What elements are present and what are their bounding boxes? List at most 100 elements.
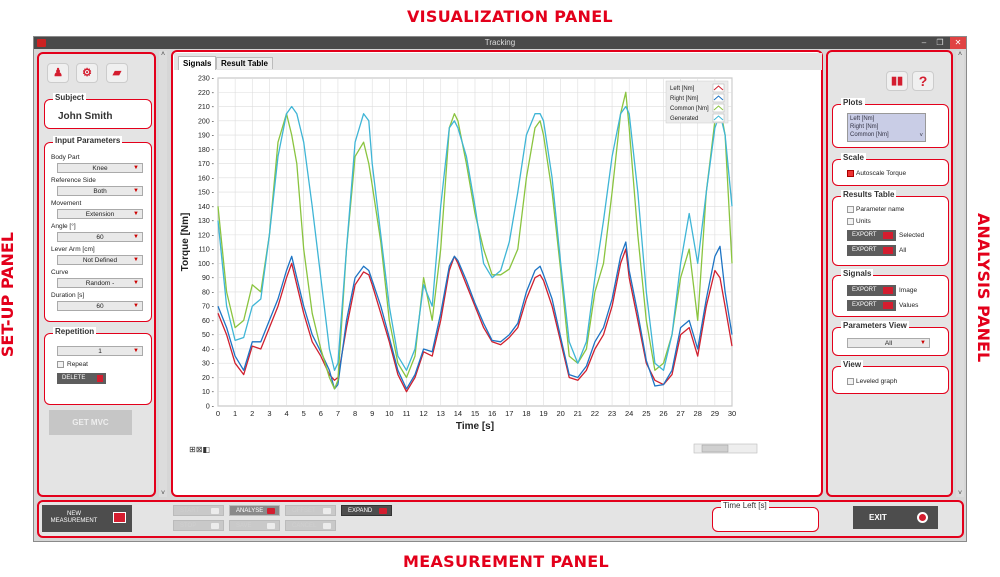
scroll-down-icon[interactable]: ˅	[957, 490, 963, 497]
legend-swatch	[712, 103, 725, 113]
close-icon[interactable]: ✕	[950, 37, 966, 49]
parameters-view-select[interactable]: All ▼	[847, 338, 930, 348]
get-mvc-button[interactable]: GET MVC	[49, 410, 132, 435]
export-label: EXPORT	[852, 302, 877, 308]
analyse-button[interactable]: ANALYSE	[229, 505, 280, 516]
tab-signals[interactable]: Signals	[178, 56, 217, 70]
curve-value: Random -	[85, 280, 115, 287]
reference-side-select[interactable]: Both ▼	[57, 186, 143, 196]
chart-icon[interactable]: ▮▮	[886, 71, 908, 91]
export-values-button[interactable]: EXPORT	[847, 300, 896, 311]
exit-button[interactable]: EXIT	[853, 506, 938, 529]
x-axis-label: Time [s]	[456, 421, 494, 432]
export-selected-button[interactable]: EXPORT	[847, 230, 896, 241]
expand-button[interactable]: EXPAND	[341, 505, 392, 516]
chevron-down-icon: ▼	[133, 348, 139, 354]
chevron-down-icon: ▼	[133, 280, 139, 286]
restore-icon[interactable]: ❐	[936, 38, 944, 47]
settings-icon[interactable]: ⚙	[76, 63, 98, 83]
field-label-body-part: Body Part	[51, 154, 80, 161]
export-image-button[interactable]: EXPORT	[847, 285, 896, 296]
parameter-name-checkbox[interactable]	[847, 206, 854, 213]
export-icon	[883, 302, 893, 309]
x-tick-label: 14	[454, 409, 462, 418]
scroll-up-icon[interactable]: ˄	[160, 51, 166, 58]
input-parameters-title: Input Parameters	[53, 136, 123, 145]
units-checkbox[interactable]	[847, 218, 854, 225]
analysis-panel: ▮▮ ? Plots Left [Nm] Right [Nm] Common […	[826, 50, 953, 497]
curve-select[interactable]: Random - ▼	[57, 278, 143, 288]
new-measurement-button[interactable]: NEW MEASUREMENT	[42, 505, 132, 532]
x-tick-label: 27	[676, 409, 684, 418]
chevron-down-icon: ▼	[920, 340, 926, 346]
y-tick-label: 210 -	[198, 104, 215, 111]
start-button[interactable]: START	[173, 505, 224, 516]
field-label-curve: Curve	[51, 269, 69, 276]
plots-item[interactable]: Common [Nm]	[850, 132, 889, 138]
lever-arm-select[interactable]: Not Defined ▼	[57, 255, 143, 265]
duration-select[interactable]: 60 ▼	[57, 301, 143, 311]
x-tick-label: 30	[728, 409, 736, 418]
offset-button[interactable]: OFFSET	[285, 505, 336, 516]
trash-icon	[97, 375, 103, 382]
x-tick-label: 5	[302, 409, 306, 418]
setup-panel: ♟ ⚙ ▰ Subject John Smith Input Parameter…	[37, 52, 156, 497]
field-label-duration: Duration [s]	[51, 292, 85, 299]
legend-swatch-line	[713, 95, 724, 101]
right-scrollbar[interactable]: ˄ ˅	[956, 51, 964, 497]
x-tick-label: 21	[574, 409, 582, 418]
stop-button[interactable]: STOP	[173, 520, 224, 531]
save-label: SAVE	[236, 523, 252, 529]
x-tick-label: 0	[216, 409, 220, 418]
subject-icon[interactable]: ♟	[47, 63, 69, 83]
x-tick-label: 25	[642, 409, 650, 418]
leveled-graph-checkbox[interactable]	[847, 378, 854, 385]
save-icon	[267, 523, 275, 529]
graph-tools-icon: ⊞⊠◧	[189, 445, 210, 454]
exit-label: EXIT	[869, 513, 887, 522]
angle-select[interactable]: 60 ▼	[57, 232, 143, 242]
vertical-scrollbar[interactable]: ˄ ˅	[159, 51, 167, 497]
y-tick-label: 20 -	[202, 375, 215, 382]
y-axis-label: Torque [Nm]	[180, 213, 191, 272]
chevron-down-icon: ▼	[133, 257, 139, 263]
chevron-down-icon[interactable]: ˅	[919, 133, 923, 139]
movement-select[interactable]: Extension ▼	[57, 209, 143, 219]
repetition-group: Repetition 1 ▼ Repeat DELETE	[44, 327, 152, 405]
autoscale-checkbox[interactable]	[847, 170, 854, 177]
export-icon	[883, 247, 893, 254]
folder-icon[interactable]: ▰	[106, 63, 128, 83]
y-tick-label: 130 -	[198, 218, 215, 225]
plots-title: Plots	[841, 98, 865, 107]
field-label-movement: Movement	[51, 200, 82, 207]
tab-result-table[interactable]: Result Table	[216, 57, 273, 69]
body-part-select[interactable]: Knee ▼	[57, 163, 143, 173]
measurement-panel: NEW MEASUREMENT START ANALYSE OFFSET EXP…	[37, 500, 964, 538]
scroll-up-icon[interactable]: ˄	[957, 51, 963, 58]
repetition-select[interactable]: 1 ▼	[57, 346, 143, 356]
plots-group: Plots Left [Nm] Right [Nm] Common [Nm] ˅	[832, 98, 949, 148]
x-tick-label: 9	[370, 409, 374, 418]
y-tick-label: 50 -	[202, 332, 215, 339]
plots-listbox[interactable]: Left [Nm] Right [Nm] Common [Nm] ˅	[847, 113, 926, 142]
plots-item[interactable]: Right [Nm]	[850, 124, 879, 130]
export-label: EXPORT	[852, 232, 877, 238]
minimize-icon[interactable]: –	[921, 38, 927, 47]
save-button[interactable]: SAVE	[229, 520, 280, 531]
stop-label: STOP	[180, 523, 197, 529]
scroll-down-icon[interactable]: ˅	[160, 490, 166, 497]
cancel-icon	[323, 523, 331, 529]
app-icon	[37, 39, 46, 47]
legend-label: Right [Nm]	[670, 96, 699, 102]
x-tick-label: 7	[336, 409, 340, 418]
export-all-button[interactable]: EXPORT	[847, 245, 896, 256]
cancel-button[interactable]: CANCEL	[285, 520, 336, 531]
delete-button[interactable]: DELETE	[57, 373, 106, 384]
repeat-checkbox[interactable]	[57, 361, 64, 368]
plots-item[interactable]: Left [Nm]	[850, 116, 875, 122]
y-tick-label: 0 -	[206, 404, 215, 411]
tracking-window: Tracking – ❐ ✕ ♟ ⚙ ▰ Subject John Smith …	[33, 36, 967, 542]
x-tick-label: 11	[403, 409, 411, 418]
legend-label: Left [Nm]	[670, 86, 695, 92]
help-icon[interactable]: ?	[912, 71, 934, 91]
